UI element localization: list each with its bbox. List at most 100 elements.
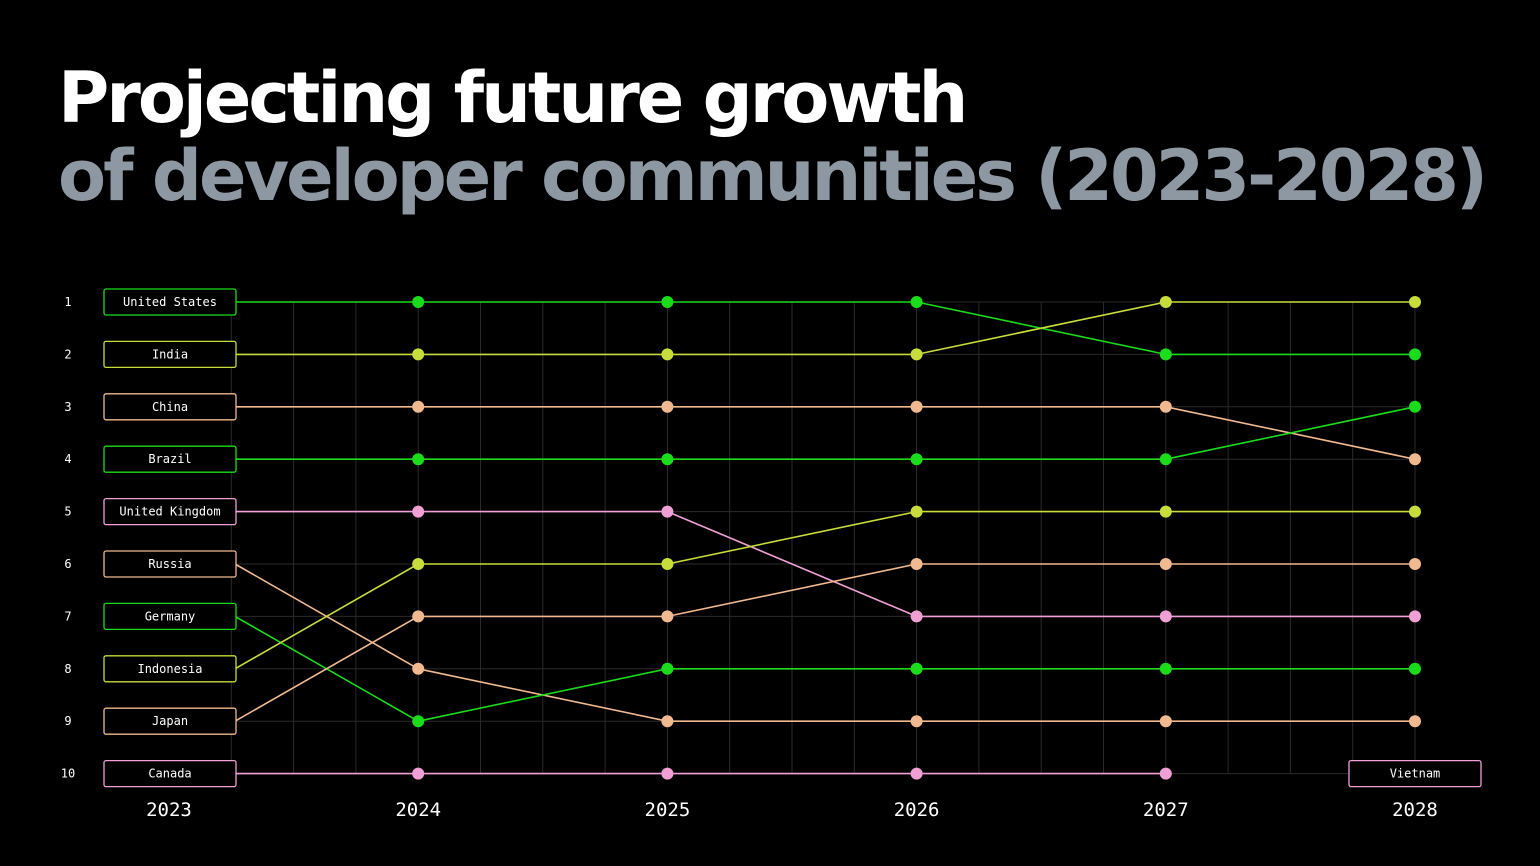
data-point xyxy=(1409,558,1421,570)
year-tick-label: 2025 xyxy=(645,799,691,821)
series-line-united-kingdom xyxy=(667,510,917,618)
data-point xyxy=(661,296,674,308)
rank-tick-label: 7 xyxy=(64,609,71,623)
data-point xyxy=(661,715,674,728)
data-point xyxy=(1159,662,1172,675)
series-label-text: Vietnam xyxy=(1390,767,1441,781)
data-point xyxy=(1159,505,1172,518)
data-point xyxy=(412,610,425,623)
chart-title-line-2: of developer communities (2023-2028) xyxy=(58,135,1488,217)
series-line-germany xyxy=(418,668,668,722)
series-label: Vietnam xyxy=(1348,759,1482,788)
series-label: China xyxy=(103,393,237,421)
year-tick-label: 2024 xyxy=(395,799,441,821)
data-point xyxy=(661,610,674,623)
series-label-text: Russia xyxy=(148,557,191,571)
series-label: United States xyxy=(103,288,237,316)
rank-tick-label: 10 xyxy=(61,767,75,781)
data-point xyxy=(412,400,425,413)
chart-title-line-1: Projecting future growth xyxy=(58,57,968,139)
data-point xyxy=(910,348,923,361)
year-tick-label: 2027 xyxy=(1143,799,1189,821)
series-label-text: Brazil xyxy=(148,452,191,466)
series-label-box xyxy=(103,602,237,631)
series-label-box xyxy=(103,497,237,526)
data-point xyxy=(661,558,674,570)
series-label-text: United Kingdom xyxy=(119,505,220,519)
data-point xyxy=(1159,296,1172,308)
series-label: Brazil xyxy=(103,445,237,473)
series-label: United Kingdom xyxy=(103,497,237,526)
year-tick-label: 2023 xyxy=(146,799,192,821)
series-line-japan xyxy=(667,563,917,618)
series-label-text: Japan xyxy=(152,714,188,728)
rank-tick-label: 1 xyxy=(64,295,71,309)
data-point xyxy=(412,348,425,361)
data-point xyxy=(910,715,923,728)
data-point xyxy=(412,296,425,308)
year-tick-label: 2028 xyxy=(1392,799,1438,821)
data-point xyxy=(1409,348,1421,361)
series-line-indonesia xyxy=(234,563,419,670)
data-point xyxy=(1409,453,1421,466)
series-label-box xyxy=(103,707,237,735)
rank-tick-label: 9 xyxy=(64,714,71,728)
data-point xyxy=(661,662,674,675)
series-label: Canada xyxy=(103,759,237,788)
year-tick-label: 2026 xyxy=(894,799,940,821)
data-point xyxy=(412,505,425,518)
data-point xyxy=(661,400,674,413)
series-label-box xyxy=(103,393,237,421)
series-label-text: India xyxy=(152,347,188,361)
data-point xyxy=(910,662,923,675)
data-point xyxy=(910,610,923,623)
data-point xyxy=(661,453,674,466)
data-point xyxy=(1409,610,1421,623)
series-label-text: United States xyxy=(123,295,217,309)
data-point xyxy=(910,558,923,570)
data-point xyxy=(1409,662,1421,675)
series-label-text: Germany xyxy=(145,609,196,623)
series-label: Indonesia xyxy=(103,655,237,683)
data-point xyxy=(1409,505,1421,518)
series-label-box xyxy=(103,655,237,683)
series-label-box xyxy=(103,759,237,788)
series-label-box xyxy=(103,550,237,578)
series-line-japan xyxy=(234,615,419,722)
data-point xyxy=(412,767,425,780)
rank-tick-label: 8 xyxy=(64,662,71,676)
series-label: India xyxy=(103,340,237,369)
data-point xyxy=(910,400,923,413)
series-label-box xyxy=(1348,759,1482,788)
series-label-box xyxy=(103,445,237,473)
series-label-box xyxy=(103,288,237,316)
data-point xyxy=(1159,715,1172,728)
data-point xyxy=(661,767,674,780)
series-labels: United States India China Brazil United King… xyxy=(103,288,1482,788)
data-point xyxy=(910,296,923,308)
data-point xyxy=(1159,767,1172,780)
rank-tick-label: 6 xyxy=(64,557,71,571)
series-label: Japan xyxy=(103,707,237,735)
rank-tick-label: 4 xyxy=(64,452,71,466)
data-point xyxy=(661,505,674,518)
data-point xyxy=(1159,453,1172,466)
data-point xyxy=(412,558,425,570)
series-label-text: China xyxy=(152,400,188,414)
rank-tick-label: 5 xyxy=(64,505,71,519)
data-point xyxy=(412,662,425,675)
series-line-indonesia xyxy=(667,510,917,565)
series-label: Germany xyxy=(103,602,237,631)
data-point xyxy=(661,348,674,361)
series-lines xyxy=(234,301,1416,775)
data-point xyxy=(1159,400,1172,413)
series-line-india xyxy=(916,301,1166,356)
rank-tick-label: 3 xyxy=(64,400,71,414)
rank-tick-label: 2 xyxy=(64,347,71,361)
data-point xyxy=(1159,558,1172,570)
series-line-brazil xyxy=(1165,406,1416,460)
series-label-text: Indonesia xyxy=(137,662,202,676)
series-label: Russia xyxy=(103,550,237,578)
series-label-box xyxy=(103,340,237,369)
